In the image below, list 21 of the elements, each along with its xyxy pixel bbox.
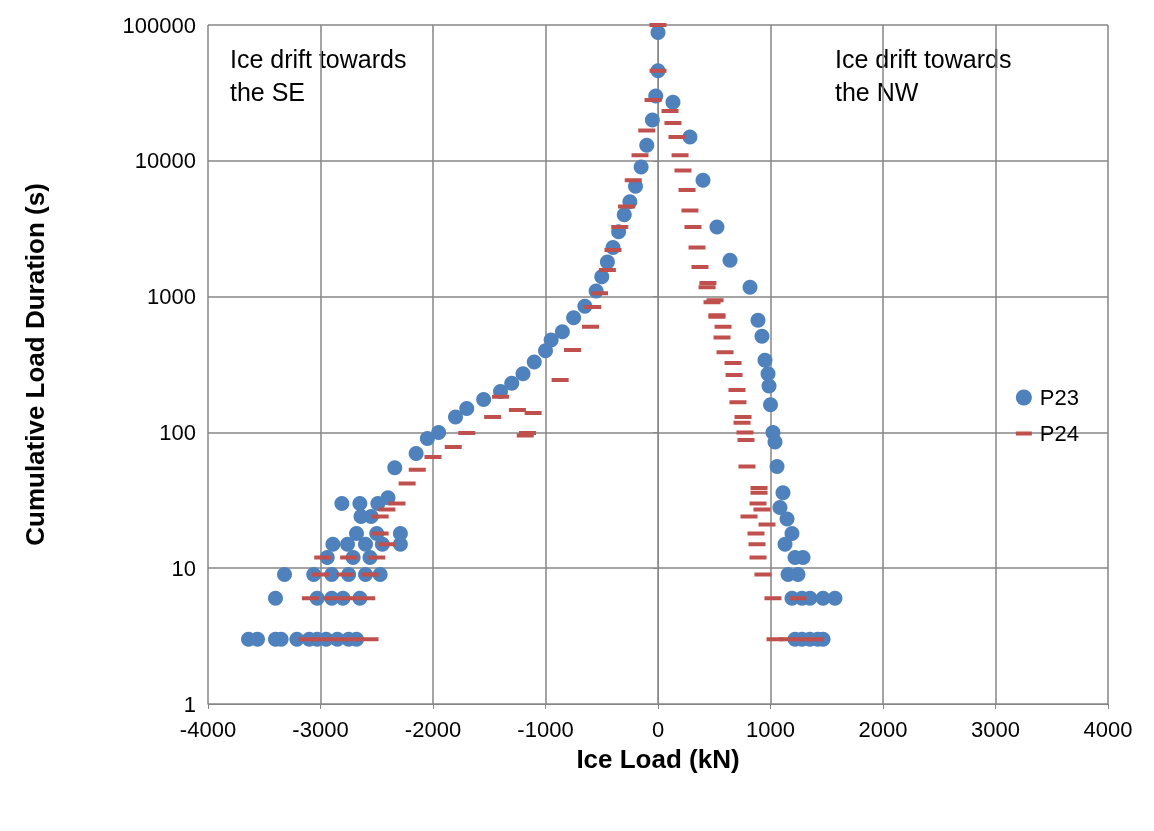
x-tick-label: -1000	[517, 716, 574, 742]
annotation: Ice drift towards the SE	[230, 44, 407, 106]
y-tick-label: 10	[171, 555, 196, 581]
x-axis-title: Ice Load (kN)	[576, 744, 740, 774]
y-tick-label: 1000	[147, 284, 196, 310]
x-tick-label: 3000	[971, 716, 1020, 742]
y-tick-label: 100	[159, 419, 196, 445]
x-tick-label: 2000	[858, 716, 908, 742]
x-tick-label: -3000	[292, 716, 349, 742]
x-tick-label: 1000	[746, 716, 795, 742]
legend-label: P24	[1039, 421, 1080, 446]
y-tick-label: 10000	[134, 148, 196, 174]
y-axis-title: Cumulative Load Duration (s)	[20, 183, 50, 546]
x-tick-label: 4000	[1083, 716, 1133, 742]
x-tick-label: -2000	[404, 716, 462, 742]
legend-label: P23	[1039, 385, 1080, 410]
y-tick-label: 100000	[122, 12, 196, 38]
annotation: Ice drift towards the NW	[835, 44, 1012, 106]
x-tick-label: 0	[651, 716, 665, 742]
x-tick-label: -4000	[179, 716, 237, 742]
y-tick-label: 1	[183, 691, 196, 717]
